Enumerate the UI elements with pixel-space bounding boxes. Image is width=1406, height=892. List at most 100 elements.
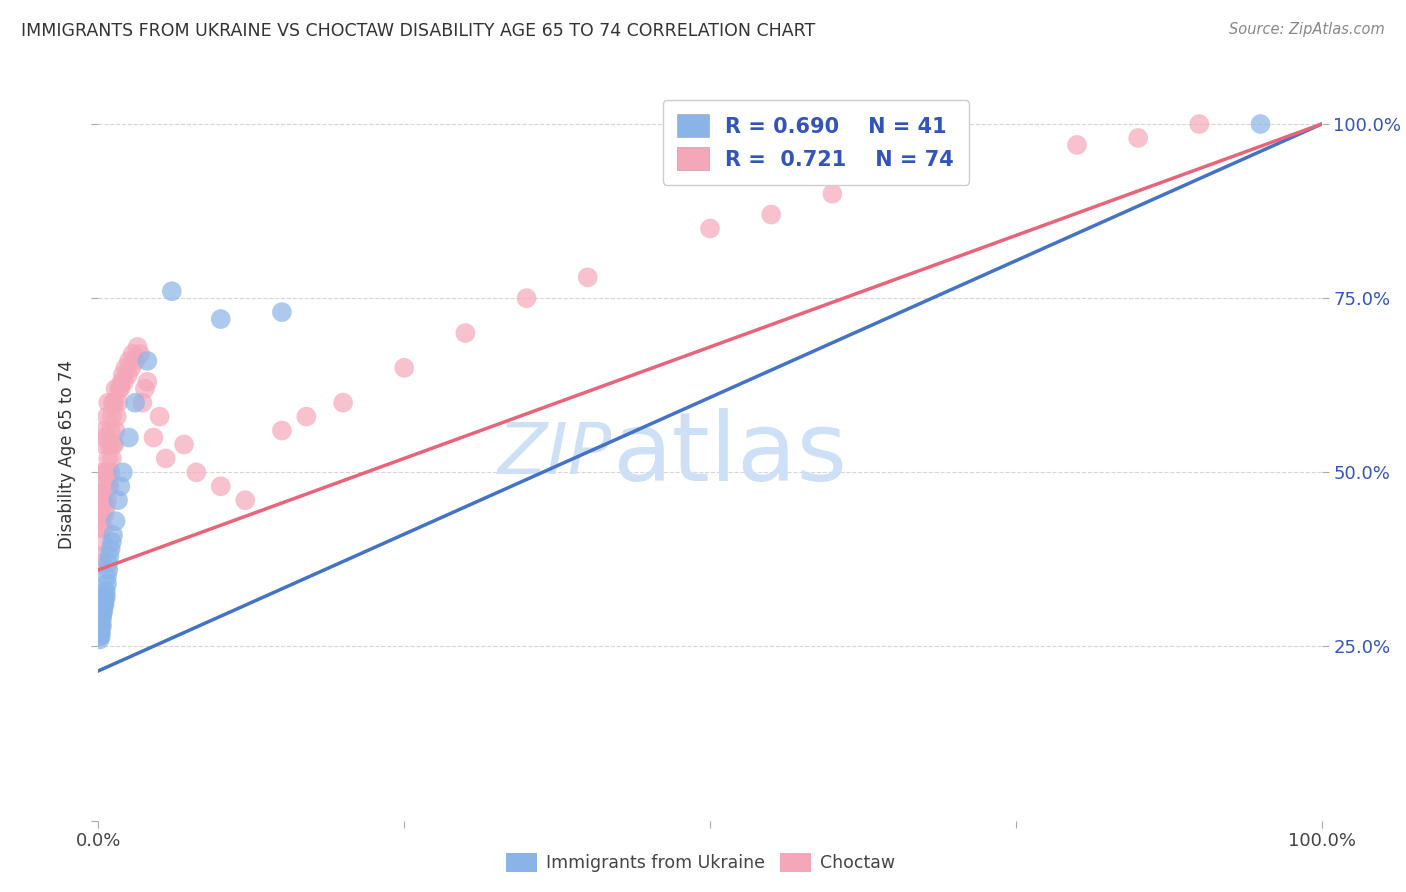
Point [94,430,117,444]
Point [173,437,195,451]
Point [91,605,114,619]
Point [101,409,124,424]
Legend: R = 0.690    N = 41, R =  0.721    N = 74: R = 0.690 N = 41, R = 0.721 N = 74 [662,100,969,185]
Point [104,382,127,396]
Point [94,583,117,598]
Point [103,437,125,451]
Point [107,395,129,409]
Point [131,395,153,409]
Point [127,340,149,354]
Point [134,382,156,396]
Point [93,598,115,612]
Point [120,360,142,375]
Point [121,347,143,361]
Point [94,466,117,480]
Point [295,409,318,424]
Point [118,430,141,444]
Point [97,395,120,409]
Point [101,437,124,451]
Point [89,625,111,640]
Point [454,326,477,340]
Point [1188,117,1211,131]
Text: IMMIGRANTS FROM UKRAINE VS CHOCTAW DISABILITY AGE 65 TO 74 CORRELATION CHART: IMMIGRANTS FROM UKRAINE VS CHOCTAW DISAB… [21,22,815,40]
Point [96,466,118,480]
Point [96,409,118,424]
Point [91,605,114,619]
Point [111,466,134,480]
Y-axis label: Disability Age 65 to 74: Disability Age 65 to 74 [58,360,76,549]
Point [97,563,120,577]
Point [112,375,135,389]
Point [576,270,599,285]
Text: atlas: atlas [612,409,848,501]
Point [90,486,112,500]
Point [821,186,844,201]
Point [90,618,112,632]
Point [94,587,117,601]
Text: ZIP: ZIP [498,420,612,490]
Point [209,479,232,493]
Point [515,291,537,305]
Point [90,625,112,640]
Point [110,382,132,396]
Point [103,395,125,409]
Point [90,556,112,570]
Point [124,354,146,368]
Point [90,629,112,643]
Point [90,622,112,636]
Point [160,284,183,298]
Point [100,424,122,438]
Point [332,395,354,409]
Point [97,451,120,466]
Point [89,632,111,647]
Point [186,466,208,480]
Point [93,591,115,605]
Point [136,354,159,368]
Text: Choctaw: Choctaw [820,854,894,871]
Point [98,437,121,451]
Point [107,493,129,508]
Point [761,208,783,222]
Point [91,598,114,612]
Point [270,424,294,438]
Point [233,493,256,508]
Point [943,166,966,180]
Point [117,368,139,382]
Point [101,528,124,542]
Point [209,312,232,326]
Point [1128,131,1150,145]
Point [91,493,114,508]
Point [142,430,165,444]
Point [101,535,124,549]
Point [91,466,114,480]
Point [114,360,136,375]
Point [94,500,117,515]
Point [93,479,115,493]
Point [96,493,118,508]
Point [105,409,128,424]
Point [104,424,127,438]
Text: Source: ZipAtlas.com: Source: ZipAtlas.com [1229,22,1385,37]
Point [136,375,159,389]
Point [129,347,152,361]
Point [111,375,134,389]
Point [1249,117,1271,131]
Point [699,221,721,235]
Point [94,591,117,605]
Point [101,451,124,466]
Point [118,354,141,368]
Point [155,451,177,466]
Point [101,395,124,409]
Point [89,514,111,528]
Point [91,507,114,521]
Point [93,424,115,438]
Point [111,368,134,382]
Point [93,507,115,521]
Point [91,612,114,626]
Point [97,479,120,493]
Point [98,549,121,563]
Point [90,615,112,629]
Point [392,360,416,375]
Point [96,570,118,584]
Point [91,618,114,632]
